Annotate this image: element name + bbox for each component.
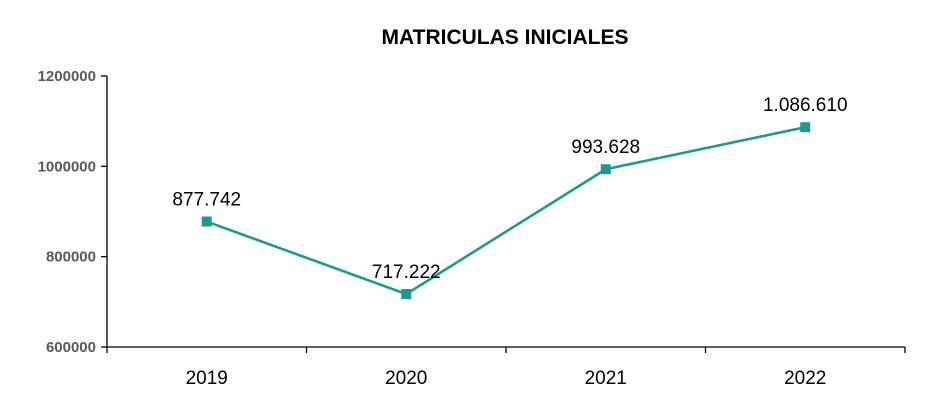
chart-title: MATRICULAS INICIALES <box>382 26 629 49</box>
data-label: 877.742 <box>172 190 241 211</box>
data-label: 993.628 <box>571 137 640 158</box>
data-labels: 877.742 717.222 993.628 1.086.610 <box>172 95 847 283</box>
x-tick-label: 2021 <box>585 368 627 389</box>
y-tick-label: 800000 <box>46 249 96 266</box>
y-tick-label: 600000 <box>46 339 96 356</box>
data-point-marker <box>401 289 412 300</box>
tick-labels: 600000 800000 1000000 1200000 2019 2020 2021 20… <box>38 68 827 389</box>
axes <box>101 75 906 353</box>
data-point-marker <box>600 164 611 175</box>
data-point-marker <box>201 216 212 227</box>
data-label: 1.086.610 <box>763 95 848 116</box>
x-tick-label: 2022 <box>784 368 826 389</box>
data-point-marker <box>800 122 811 133</box>
data-label: 717.222 <box>372 262 441 283</box>
x-tick-label: 2020 <box>385 368 427 389</box>
series-line <box>206 125 806 296</box>
x-tick-label: 2019 <box>186 368 228 389</box>
y-tick-label: 1000000 <box>38 158 96 175</box>
y-tick-label: 1200000 <box>38 68 96 85</box>
series-layer <box>201 122 811 300</box>
